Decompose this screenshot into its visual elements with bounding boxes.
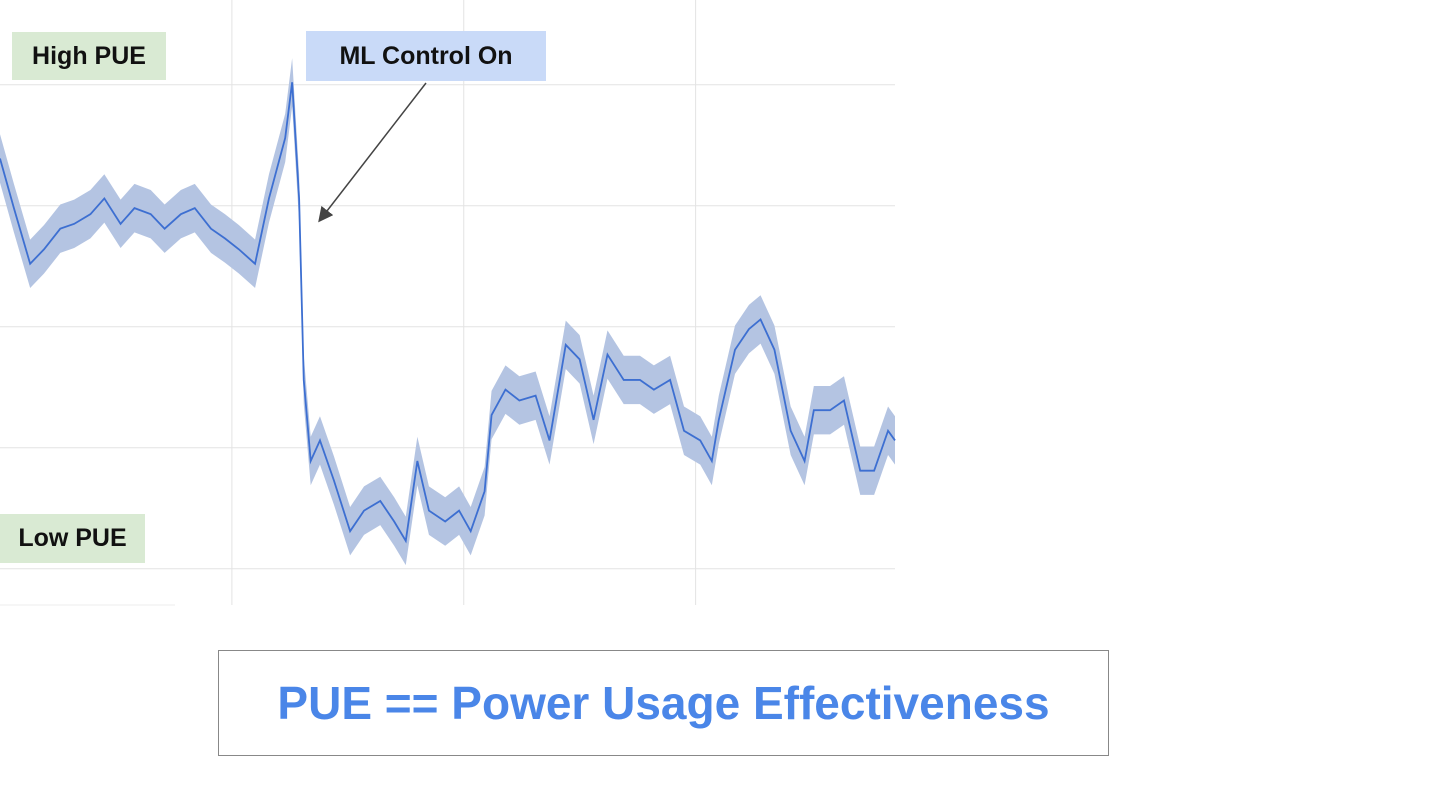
- chart: [0, 0, 896, 606]
- confidence-band: [0, 58, 895, 566]
- pue-line: [0, 82, 896, 544]
- low-label: Low PUE: [0, 514, 145, 563]
- ml-label: ML Control On: [306, 31, 546, 81]
- annotation-arrow: [318, 82, 427, 223]
- caption: PUE == Power Usage Effectiveness: [218, 650, 1109, 756]
- high-label: High PUE: [12, 32, 166, 80]
